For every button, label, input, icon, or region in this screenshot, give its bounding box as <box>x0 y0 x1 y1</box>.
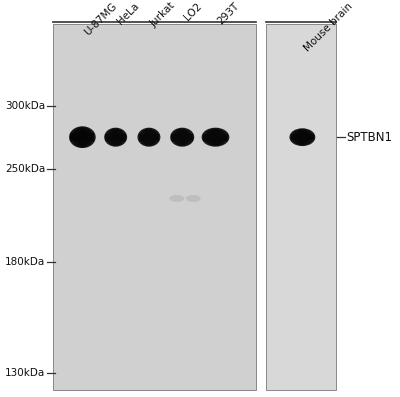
Text: 130kDa: 130kDa <box>5 368 46 378</box>
Ellipse shape <box>138 128 160 146</box>
Ellipse shape <box>112 130 120 144</box>
Bar <box>139 134 159 141</box>
Ellipse shape <box>204 129 226 146</box>
Ellipse shape <box>186 195 201 202</box>
Ellipse shape <box>78 129 87 145</box>
Ellipse shape <box>143 129 155 145</box>
Ellipse shape <box>104 128 127 146</box>
Text: Mouse brain: Mouse brain <box>302 1 355 53</box>
Bar <box>172 134 193 141</box>
Text: HeLa: HeLa <box>116 1 141 26</box>
Text: 293T: 293T <box>216 1 241 26</box>
Text: LO2: LO2 <box>182 1 204 22</box>
Bar <box>53 25 256 390</box>
Ellipse shape <box>75 128 90 146</box>
Ellipse shape <box>106 129 125 146</box>
Ellipse shape <box>145 130 153 144</box>
Ellipse shape <box>295 130 310 145</box>
Ellipse shape <box>140 129 158 146</box>
Ellipse shape <box>109 129 122 145</box>
Ellipse shape <box>211 130 220 144</box>
Text: Jurkat: Jurkat <box>149 1 178 29</box>
Ellipse shape <box>202 128 229 146</box>
Text: U-87MG: U-87MG <box>82 1 119 37</box>
Text: SPTBN1: SPTBN1 <box>347 131 393 144</box>
Ellipse shape <box>178 130 186 144</box>
Ellipse shape <box>69 126 96 148</box>
Ellipse shape <box>298 131 307 144</box>
Ellipse shape <box>292 129 313 145</box>
Ellipse shape <box>290 128 315 146</box>
Ellipse shape <box>72 127 93 147</box>
Ellipse shape <box>170 128 194 146</box>
Bar <box>266 25 336 390</box>
Bar <box>203 134 228 141</box>
Text: 250kDa: 250kDa <box>5 164 46 174</box>
Bar <box>105 134 126 141</box>
Bar <box>70 133 94 141</box>
Text: 180kDa: 180kDa <box>5 257 46 267</box>
Ellipse shape <box>169 195 184 202</box>
Text: 300kDa: 300kDa <box>5 100 46 110</box>
Ellipse shape <box>173 129 192 146</box>
Ellipse shape <box>208 129 223 145</box>
Ellipse shape <box>176 129 189 145</box>
Bar <box>291 134 314 141</box>
